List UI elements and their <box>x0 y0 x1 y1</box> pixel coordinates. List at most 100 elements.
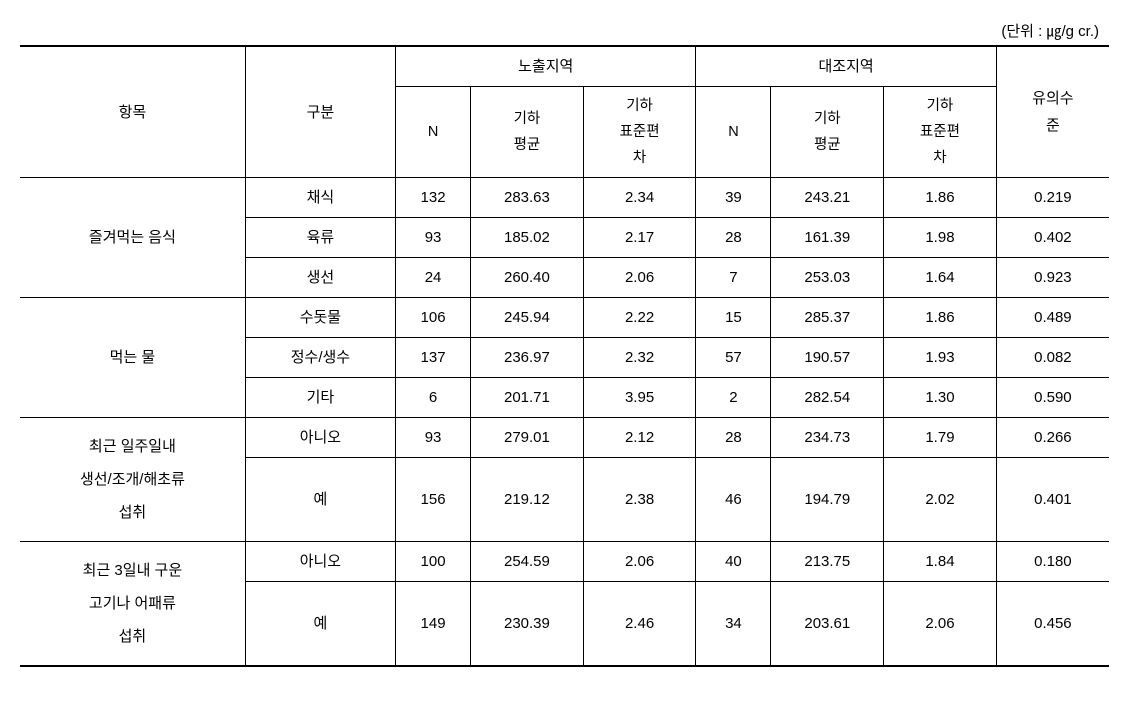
cell-value: 2.12 <box>583 418 696 458</box>
header-control: 대조지역 <box>696 46 996 87</box>
cell-value: 93 <box>396 218 471 258</box>
cell-value: 243.21 <box>771 178 884 218</box>
cell-value: 245.94 <box>471 298 584 338</box>
cell-value: 2.02 <box>884 458 997 542</box>
cell-value: 28 <box>696 418 771 458</box>
cell-value: 2 <box>696 378 771 418</box>
cell-value: 24 <box>396 258 471 298</box>
cell-value: 0.266 <box>996 418 1109 458</box>
cell-value: 0.180 <box>996 542 1109 582</box>
cell-value: 253.03 <box>771 258 884 298</box>
cell-value: 57 <box>696 338 771 378</box>
cell-value: 2.46 <box>583 582 696 667</box>
cell-value: 1.86 <box>884 178 997 218</box>
category-recent-seafood: 최근 일주일내 생선/조개/해초류 섭취 <box>20 418 245 542</box>
cell-value: 283.63 <box>471 178 584 218</box>
table-row: 최근 3일내 구운 고기나 어패류 섭취 아니오 100 254.59 2.06… <box>20 542 1109 582</box>
cell-value: 15 <box>696 298 771 338</box>
cell-value: 7 <box>696 258 771 298</box>
cell-value: 1.84 <box>884 542 997 582</box>
cell-value: 2.22 <box>583 298 696 338</box>
cell-value: 236.97 <box>471 338 584 378</box>
cell-division: 기타 <box>245 378 395 418</box>
cell-value: 185.02 <box>471 218 584 258</box>
cell-division: 육류 <box>245 218 395 258</box>
unit-label: (단위 : ㎍/g cr.) <box>20 20 1109 41</box>
cell-value: 137 <box>396 338 471 378</box>
cell-division: 예 <box>245 582 395 667</box>
cell-value: 28 <box>696 218 771 258</box>
data-table: 항목 구분 노출지역 대조지역 유의수 준 N 기하 평균 기하 표준편 차 N… <box>20 45 1109 667</box>
category-recent-grilled: 최근 3일내 구운 고기나 어패류 섭취 <box>20 542 245 667</box>
cell-division: 정수/생수 <box>245 338 395 378</box>
cell-value: 2.06 <box>583 258 696 298</box>
cell-value: 1.64 <box>884 258 997 298</box>
cell-value: 254.59 <box>471 542 584 582</box>
cell-value: 40 <box>696 542 771 582</box>
cell-division: 예 <box>245 458 395 542</box>
category-food-pref: 즐겨먹는 음식 <box>20 178 245 298</box>
cell-division: 아니오 <box>245 542 395 582</box>
cell-value: 0.401 <box>996 458 1109 542</box>
category-drinking-water: 먹는 물 <box>20 298 245 418</box>
table-body: 즐겨먹는 음식 채식 132 283.63 2.34 39 243.21 1.8… <box>20 178 1109 667</box>
cell-value: 1.79 <box>884 418 997 458</box>
cell-value: 0.590 <box>996 378 1109 418</box>
table-row: 즐겨먹는 음식 채식 132 283.63 2.34 39 243.21 1.8… <box>20 178 1109 218</box>
cell-value: 1.30 <box>884 378 997 418</box>
cell-value: 203.61 <box>771 582 884 667</box>
cell-value: 234.73 <box>771 418 884 458</box>
cell-value: 282.54 <box>771 378 884 418</box>
cell-value: 230.39 <box>471 582 584 667</box>
cell-value: 1.98 <box>884 218 997 258</box>
cell-value: 0.456 <box>996 582 1109 667</box>
cell-division: 생선 <box>245 258 395 298</box>
cell-value: 100 <box>396 542 471 582</box>
cell-value: 279.01 <box>471 418 584 458</box>
cell-value: 149 <box>396 582 471 667</box>
cell-division: 채식 <box>245 178 395 218</box>
cell-value: 1.86 <box>884 298 997 338</box>
cell-value: 201.71 <box>471 378 584 418</box>
cell-value: 2.34 <box>583 178 696 218</box>
cell-value: 213.75 <box>771 542 884 582</box>
cell-value: 0.489 <box>996 298 1109 338</box>
header-ctrl-geostd: 기하 표준편 차 <box>884 87 997 178</box>
cell-value: 0.219 <box>996 178 1109 218</box>
header-exposure: 노출지역 <box>396 46 696 87</box>
table-row: 먹는 물 수돗물 106 245.94 2.22 15 285.37 1.86 … <box>20 298 1109 338</box>
cell-value: 2.06 <box>583 542 696 582</box>
table-row: 최근 일주일내 생선/조개/해초류 섭취 아니오 93 279.01 2.12 … <box>20 418 1109 458</box>
cell-value: 3.95 <box>583 378 696 418</box>
cell-value: 161.39 <box>771 218 884 258</box>
header-ctrl-n: N <box>696 87 771 178</box>
cell-value: 46 <box>696 458 771 542</box>
header-exp-n: N <box>396 87 471 178</box>
cell-value: 2.06 <box>884 582 997 667</box>
cell-value: 2.32 <box>583 338 696 378</box>
cell-value: 6 <box>396 378 471 418</box>
cell-value: 285.37 <box>771 298 884 338</box>
cell-value: 194.79 <box>771 458 884 542</box>
cell-value: 93 <box>396 418 471 458</box>
cell-value: 132 <box>396 178 471 218</box>
cell-division: 아니오 <box>245 418 395 458</box>
cell-value: 0.082 <box>996 338 1109 378</box>
cell-value: 39 <box>696 178 771 218</box>
header-exp-geomean: 기하 평균 <box>471 87 584 178</box>
header-significance: 유의수 준 <box>996 46 1109 178</box>
header-ctrl-geomean: 기하 평균 <box>771 87 884 178</box>
cell-value: 2.38 <box>583 458 696 542</box>
cell-division: 수돗물 <box>245 298 395 338</box>
cell-value: 106 <box>396 298 471 338</box>
cell-value: 156 <box>396 458 471 542</box>
cell-value: 260.40 <box>471 258 584 298</box>
cell-value: 1.93 <box>884 338 997 378</box>
table-header: 항목 구분 노출지역 대조지역 유의수 준 N 기하 평균 기하 표준편 차 N… <box>20 46 1109 178</box>
header-division: 구분 <box>245 46 395 178</box>
cell-value: 0.402 <box>996 218 1109 258</box>
header-exp-geostd: 기하 표준편 차 <box>583 87 696 178</box>
cell-value: 0.923 <box>996 258 1109 298</box>
cell-value: 219.12 <box>471 458 584 542</box>
cell-value: 190.57 <box>771 338 884 378</box>
